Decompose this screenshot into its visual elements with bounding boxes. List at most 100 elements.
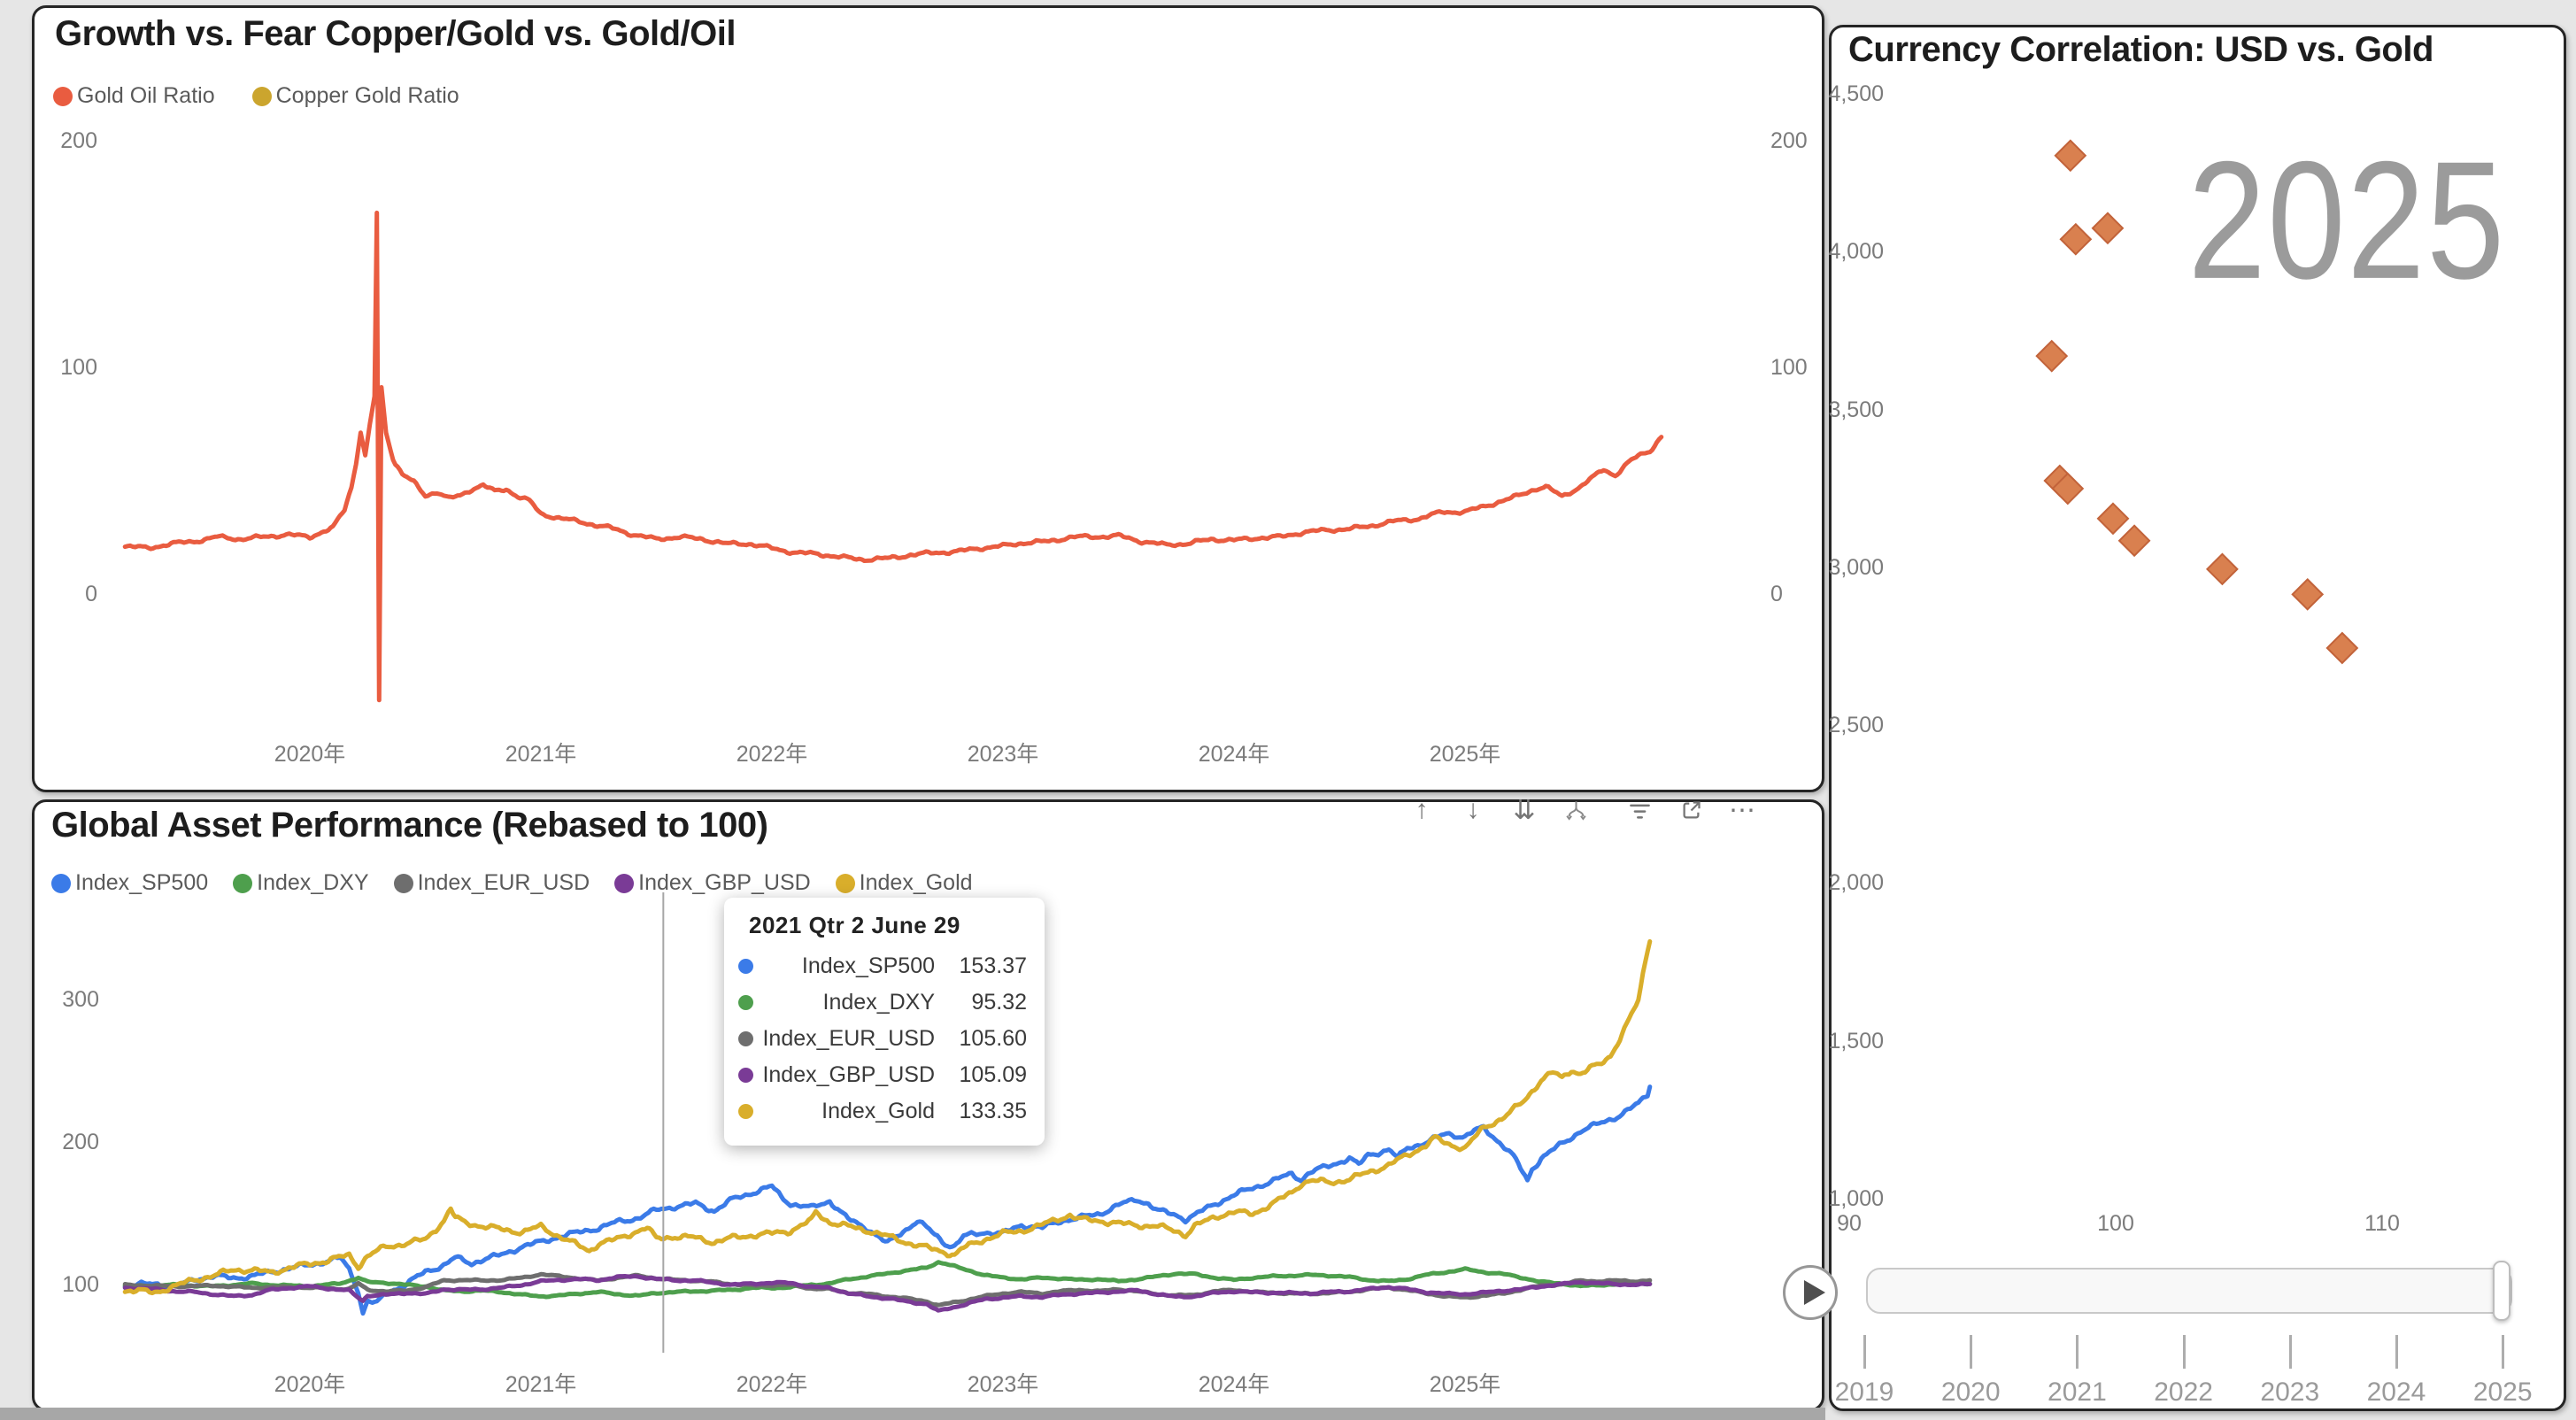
play-axis-year-label: 2021 [2048, 1378, 2107, 1407]
y-axis-tick-label: 200 [62, 1130, 99, 1154]
legend-label: Index_EUR_USD [417, 870, 590, 895]
tooltip-series-value: 105.60 [959, 1026, 1027, 1051]
legend-dot [53, 86, 73, 106]
x-axis-tick-label: 2020年 [274, 742, 346, 767]
play-axis-year-label: 2022 [2154, 1378, 2213, 1407]
tooltip-series-name: Index_SP500 [801, 953, 935, 978]
global-asset-legend: Index_SP500 Index_DXY Index_EUR_USD Index_G… [51, 870, 973, 896]
legend-item-Gold Oil Ratio[interactable]: Gold Oil Ratio [53, 83, 215, 109]
y-axis-tick-label: 300 [62, 987, 99, 1012]
x-axis-tick-label: 100 [2097, 1211, 2134, 1236]
x-axis-tick-label: 2021年 [505, 1372, 577, 1397]
play-axis-slider-track[interactable] [1866, 1268, 2512, 1314]
chart-tooltip: 2021 Qtr 2 June 29 Index_SP500 153.37 Inde… [724, 898, 1045, 1146]
tooltip-series-dot [738, 1068, 753, 1083]
y-axis-tick-label: 4,500 [1828, 81, 1884, 106]
play-axis-tick [2288, 1335, 2292, 1369]
x-axis-tick-label: 110 [2364, 1211, 2400, 1236]
tooltip-series-name: Index_DXY [822, 990, 935, 1015]
play-axis-play-button[interactable] [1783, 1265, 1838, 1320]
legend-label: Index_Gold [859, 870, 973, 895]
tooltip-series-name: Index_GBP_USD [762, 1062, 935, 1087]
more-options-icon[interactable]: ⋯ [1729, 795, 1755, 825]
tooltip-row-Index_EUR_USD: Index_EUR_USD 105.60 [738, 1021, 1027, 1057]
play-axis-tick [2076, 1335, 2079, 1369]
tooltip-series-value: 153.37 [959, 953, 1027, 978]
tooltip-series-dot [738, 1104, 753, 1119]
play-axis-tick [1863, 1335, 1866, 1369]
legend-dot [51, 873, 71, 893]
play-axis-year-label: 2019 [1834, 1378, 1894, 1407]
play-axis-year-watermark: 2025 [2187, 127, 2506, 314]
tooltip-series-value: 95.32 [971, 990, 1027, 1015]
legend-item-Index_EUR_USD[interactable]: Index_EUR_USD [393, 870, 590, 896]
play-axis-tick [2395, 1335, 2398, 1369]
y-axis-tick-label: 3,500 [1828, 397, 1884, 422]
tooltip-series-dot [738, 959, 753, 974]
tooltip-row-Index_SP500: Index_SP500 153.37 [738, 948, 1027, 984]
play-axis-year-label: 2020 [1940, 1378, 2001, 1407]
legend-label: Copper Gold Ratio [275, 83, 459, 108]
play-axis-tick [2502, 1335, 2505, 1369]
panel-currency-correlation [1829, 25, 2566, 1411]
tooltip-series-value: 105.09 [959, 1062, 1027, 1087]
y-axis-tick-label: 100 [62, 1272, 99, 1297]
go-to-next-level-icon[interactable]: ⇊ [1513, 795, 1536, 825]
x-axis-tick-label: 2025年 [1429, 1372, 1501, 1397]
play-axis-tick [2182, 1335, 2186, 1369]
legend-dot [251, 86, 272, 106]
tooltip-row-Index_Gold: Index_Gold 133.35 [738, 1093, 1027, 1130]
visual-header-toolbar: ↑ ↓ ⇊ ⋯ [1409, 795, 1756, 825]
legend-item-Index_Gold[interactable]: Index_Gold [835, 870, 973, 896]
y-axis-tick-label: 4,000 [1828, 239, 1884, 265]
tooltip-title: 2021 Qtr 2 June 29 [749, 912, 960, 938]
x-axis-tick-label: 2024年 [1198, 742, 1270, 767]
tooltip-row-Index_GBP_USD: Index_GBP_USD 105.09 [738, 1057, 1027, 1093]
growth-fear-legend: Gold Oil Ratio Copper Gold Ratio [53, 83, 459, 109]
focus-mode-icon[interactable] [1678, 795, 1703, 825]
y-axis-tick-label: 200 [60, 128, 97, 153]
x-axis-tick-label: 2022年 [736, 1372, 808, 1397]
tooltip-series-dot [738, 1031, 753, 1046]
y-axis-tick-label: 2,000 [1828, 870, 1884, 896]
legend-label: Index_SP500 [75, 870, 209, 895]
y-axis-tick-label-right: 0 [1770, 582, 1783, 606]
global-asset-title: Global Asset Performance (Rebased to 100… [51, 806, 768, 845]
filters-icon[interactable] [1627, 795, 1652, 825]
x-axis-tick-label: 2024年 [1198, 1372, 1270, 1397]
currency-correlation-title: Currency Correlation: USD vs. Gold [1848, 30, 2433, 69]
y-axis-tick-label: 2,500 [1828, 713, 1884, 738]
x-axis-tick-label: 2022年 [736, 742, 808, 767]
legend-label: Index_GBP_USD [638, 870, 811, 895]
legend-item-Index_SP500[interactable]: Index_SP500 [51, 870, 208, 896]
x-axis-tick-label: 2021年 [505, 742, 577, 767]
drill-down-icon[interactable]: ↓ [1466, 795, 1480, 824]
x-axis-tick-label: 2025年 [1429, 742, 1501, 767]
play-axis-tick [1970, 1335, 1973, 1369]
tooltip-series-name: Index_Gold [821, 1099, 935, 1123]
tooltip-series-name: Index_EUR_USD [762, 1026, 935, 1051]
tooltip-series-value: 133.35 [959, 1099, 1027, 1123]
play-axis-year-label: 2025 [2472, 1378, 2533, 1407]
y-axis-tick-label: 0 [85, 582, 97, 606]
legend-item-Index_DXY[interactable]: Index_DXY [233, 870, 369, 896]
legend-dot [233, 873, 253, 893]
play-axis-slider-handle[interactable] [2493, 1261, 2510, 1321]
drill-up-icon[interactable]: ↑ [1415, 795, 1429, 824]
expand-all-levels-icon[interactable] [1563, 795, 1588, 825]
legend-item-Index_GBP_USD[interactable]: Index_GBP_USD [614, 870, 811, 896]
legend-dot [393, 873, 413, 893]
x-axis-tick-label: 2023年 [967, 1372, 1039, 1397]
tooltip-row-Index_DXY: Index_DXY 95.32 [738, 984, 1027, 1021]
play-icon [1804, 1280, 1825, 1305]
growth-fear-title: Growth vs. Fear Copper/Gold vs. Gold/Oil [55, 14, 737, 53]
play-axis-year-label: 2024 [2366, 1378, 2426, 1407]
legend-item-Copper Gold Ratio[interactable]: Copper Gold Ratio [251, 83, 459, 109]
bottom-divider [0, 1408, 1825, 1420]
legend-label: Index_DXY [257, 870, 369, 895]
y-axis-tick-label: 3,000 [1828, 554, 1884, 580]
y-axis-tick-label-right: 200 [1770, 128, 1808, 153]
tooltip-series-dot [738, 995, 753, 1010]
panel-growth-vs-fear [32, 5, 1824, 792]
